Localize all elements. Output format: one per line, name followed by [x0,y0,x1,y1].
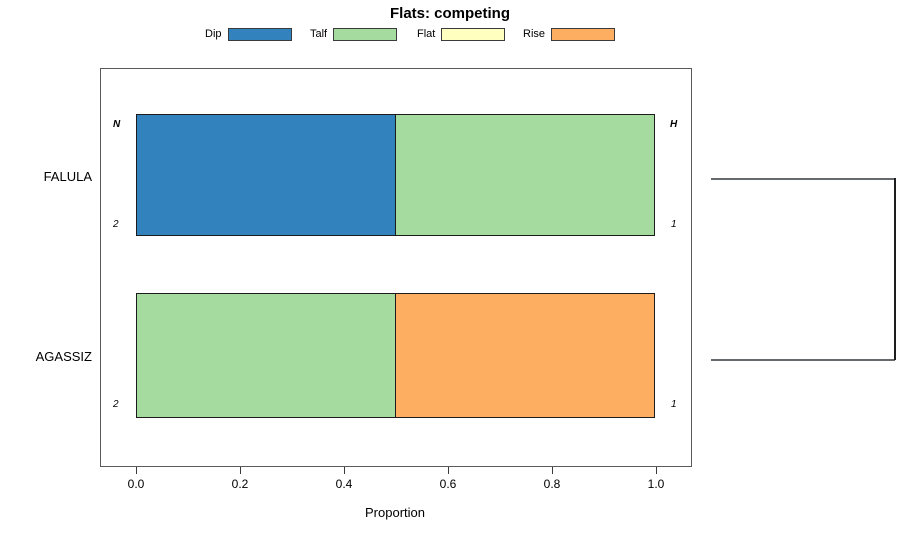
x-tick-label: 0.4 [335,477,353,491]
legend-item-talf[interactable]: Talf [310,26,398,42]
x-tick-label: 0.8 [543,477,561,491]
legend-swatch-dip [227,27,292,41]
x-tick-label: 0.0 [127,477,145,491]
row-note-top-left: N [113,119,121,130]
legend-item-label: Flat [417,28,436,40]
legend-swatch-rise [551,27,616,41]
x-tick-mark [448,467,449,474]
y-axis-label-falula: FALULA [43,169,92,184]
bar-segment-rise[interactable] [394,293,656,418]
dendrogram-branch-top [711,178,895,180]
y-axis-label-agassiz: AGASSIZ [35,349,92,364]
table-row [136,293,657,418]
legend-swatch-talf [333,27,398,41]
x-tick-mark [240,467,241,474]
dendrogram-connector [894,178,896,360]
row-note-bottom-left: 2 [113,219,119,230]
bar-segment-talf[interactable] [394,114,656,236]
legend: Dip Talf Flat Rise [205,26,616,42]
y-axis-labels: FALULA AGASSIZ [0,0,92,540]
x-tick-mark [656,467,657,474]
x-tick-label: 0.6 [439,477,457,491]
x-tick-mark [136,467,137,474]
bar-segment-dip[interactable] [136,114,397,236]
bar-segment-talf[interactable] [136,293,397,418]
plot-area [100,68,692,467]
dendrogram [705,160,900,375]
legend-item-dip[interactable]: Dip [205,26,292,42]
x-tick-mark [552,467,553,474]
x-tick-label: 1.0 [647,477,665,491]
row-note-bottom-right: 1 [671,399,677,410]
page-title: Flats: competing [389,5,510,22]
x-axis: 0.0 0.2 0.4 0.6 0.8 1.0 [100,467,692,527]
legend-item-rise[interactable]: Rise [523,26,616,42]
row-note-bottom-left: 2 [113,399,119,410]
dendrogram-branch-bottom [711,359,895,361]
x-tick-mark [344,467,345,474]
legend-item-label: Rise [523,28,546,40]
x-tick-label: 0.2 [231,477,249,491]
row-note-top-right: H [670,119,678,130]
legend-item-label: Dip [205,28,222,40]
legend-swatch-flat [441,27,506,41]
x-axis-title: Proportion [365,505,425,520]
legend-item-flat[interactable]: Flat [417,26,506,42]
legend-item-label: Talf [310,28,328,40]
table-row [136,114,657,236]
row-note-bottom-right: 1 [671,219,677,230]
